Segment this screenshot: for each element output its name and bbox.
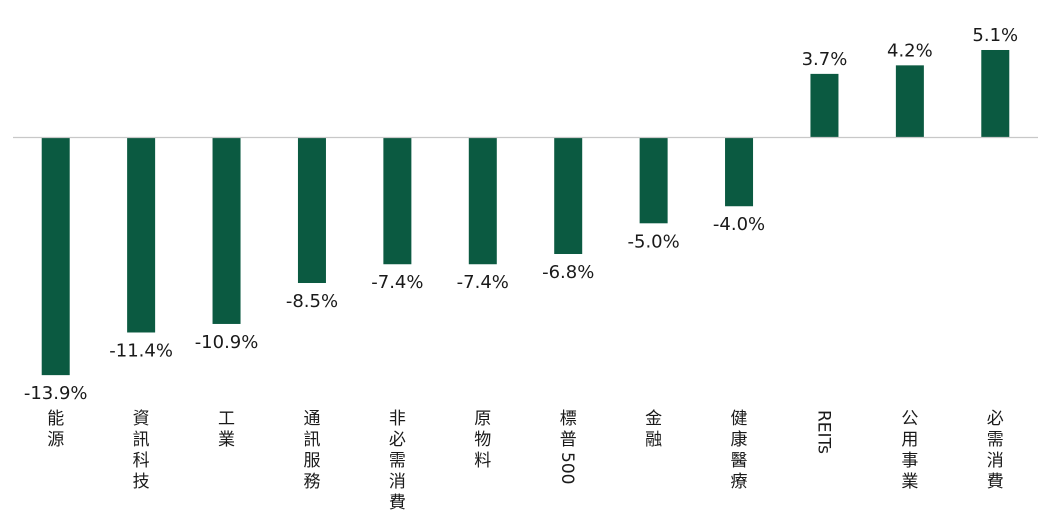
data-labels-group: -13.9% -11.4% -10.9% -8.5% -7.4% -7.4% -6.8% -5…: [24, 25, 1018, 404]
data-label-6: -6.8%: [542, 262, 594, 283]
data-label-5: -7.4%: [457, 272, 509, 293]
data-label-2: -10.9%: [195, 332, 259, 353]
data-label-3: -8.5%: [286, 291, 338, 312]
category-label-9: REITs: [813, 410, 833, 454]
bars-group: [41, 49, 1010, 376]
data-label-11: 5.1%: [972, 25, 1018, 46]
category-label-1: 資訊科技: [133, 409, 150, 492]
bar-6: [554, 138, 583, 255]
bar-11: [981, 49, 1010, 137]
data-label-10: 4.2%: [887, 40, 933, 61]
category-label-digits-6: 500: [557, 452, 577, 484]
category-label-3: 通訊服務: [303, 409, 320, 492]
bar-7: [639, 138, 668, 224]
bar-3: [297, 138, 326, 284]
bar-8: [725, 138, 754, 207]
category-label-0: 能源: [47, 409, 64, 450]
bar-9: [810, 73, 839, 137]
bar-10: [895, 65, 924, 137]
bar-0: [41, 138, 70, 376]
data-label-0: -13.9%: [24, 383, 88, 404]
data-label-8: -4.0%: [713, 214, 765, 235]
category-label-11: 必需消費: [987, 409, 1004, 492]
bar-4: [383, 138, 412, 265]
bar-5: [468, 138, 497, 265]
category-label-2: 工業: [218, 409, 235, 450]
category-label-6: 標普: [560, 409, 577, 450]
category-label-5: 原物料: [474, 409, 491, 471]
category-label-8: 健康醫療: [731, 409, 748, 492]
bar-1: [127, 138, 156, 333]
category-label-7: 金融: [645, 409, 662, 450]
data-label-7: -5.0%: [628, 231, 680, 252]
category-label-4: 非必需消費: [389, 409, 406, 513]
category-label-10: 公用事業: [901, 409, 918, 492]
data-label-4: -7.4%: [371, 272, 423, 293]
data-label-1: -11.4%: [109, 340, 173, 361]
bar-2: [212, 138, 241, 324]
data-label-9: 3.7%: [802, 49, 848, 70]
